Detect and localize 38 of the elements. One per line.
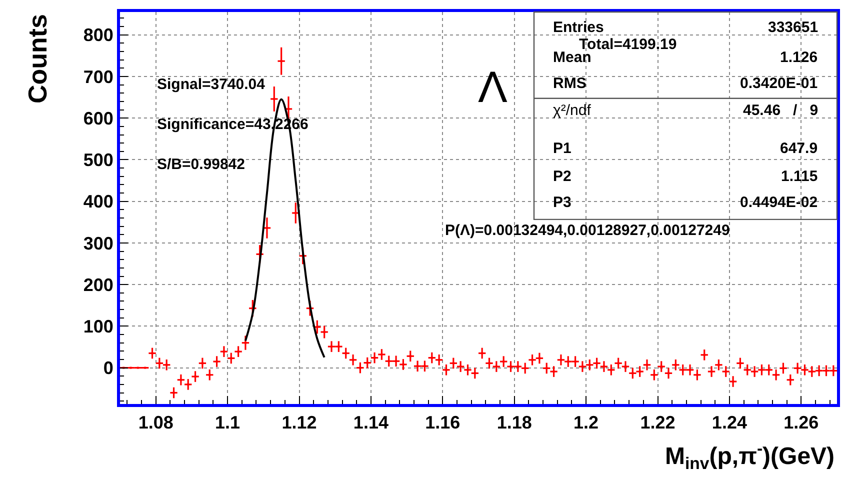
y-tick-label: 100 — [83, 316, 114, 336]
y-tick-label: 200 — [83, 274, 114, 295]
annotation: S/B=0.99842 — [157, 156, 245, 173]
annotation: χ²/ndf — [553, 102, 592, 119]
annotation: 647.9 — [780, 140, 818, 157]
x-tick-label: 1.16 — [425, 412, 460, 433]
y-tick-label: 500 — [83, 150, 114, 170]
x-tick-label: 1.2 — [574, 412, 599, 433]
x-tick-label: 1.24 — [712, 412, 747, 433]
y-tick-label: 0 — [103, 358, 114, 378]
x-axis-title: M$_{inv}$(p,π$^{-}$)(GeV) — [665, 439, 835, 474]
annotation: Signal=3740.04 — [157, 76, 266, 93]
x-tick-label: 1.1 — [215, 412, 240, 433]
x-tick-label: 1.26 — [784, 412, 819, 433]
y-axis-title: Counts — [22, 14, 53, 104]
x-tick-label: 1.12 — [282, 412, 317, 433]
annotation: 0.3420E-01 — [740, 75, 818, 92]
annotation: 45.46 / 9 — [743, 102, 818, 119]
annotation: Entries — [553, 19, 604, 36]
annotation: 0.4494E-02 — [740, 194, 818, 211]
annotation: 1.126 — [780, 49, 818, 66]
x-tick-label: 1.08 — [138, 412, 174, 433]
y-tick-label: 700 — [83, 66, 114, 87]
annotation: 1.115 — [781, 168, 818, 185]
x-tick-label: 1.22 — [640, 412, 676, 433]
annotation: P(Λ)=0.00132494,0.00128927,0.00127249 — [445, 222, 730, 239]
annotation: P2 — [553, 168, 572, 185]
y-tick-label: 600 — [83, 108, 114, 128]
y-tick-label: 400 — [83, 192, 114, 212]
annotation: P1 — [553, 140, 572, 157]
annotation: Λ — [478, 63, 508, 112]
y-tick-label: 300 — [83, 233, 114, 254]
annotation: RMS — [553, 75, 586, 92]
annotation: P3 — [553, 194, 572, 211]
x-tick-label: 1.14 — [353, 412, 388, 433]
annotation: 333651 — [768, 19, 818, 36]
x-tick-label: 1.18 — [496, 412, 532, 433]
y-tick-label: 800 — [83, 25, 114, 46]
